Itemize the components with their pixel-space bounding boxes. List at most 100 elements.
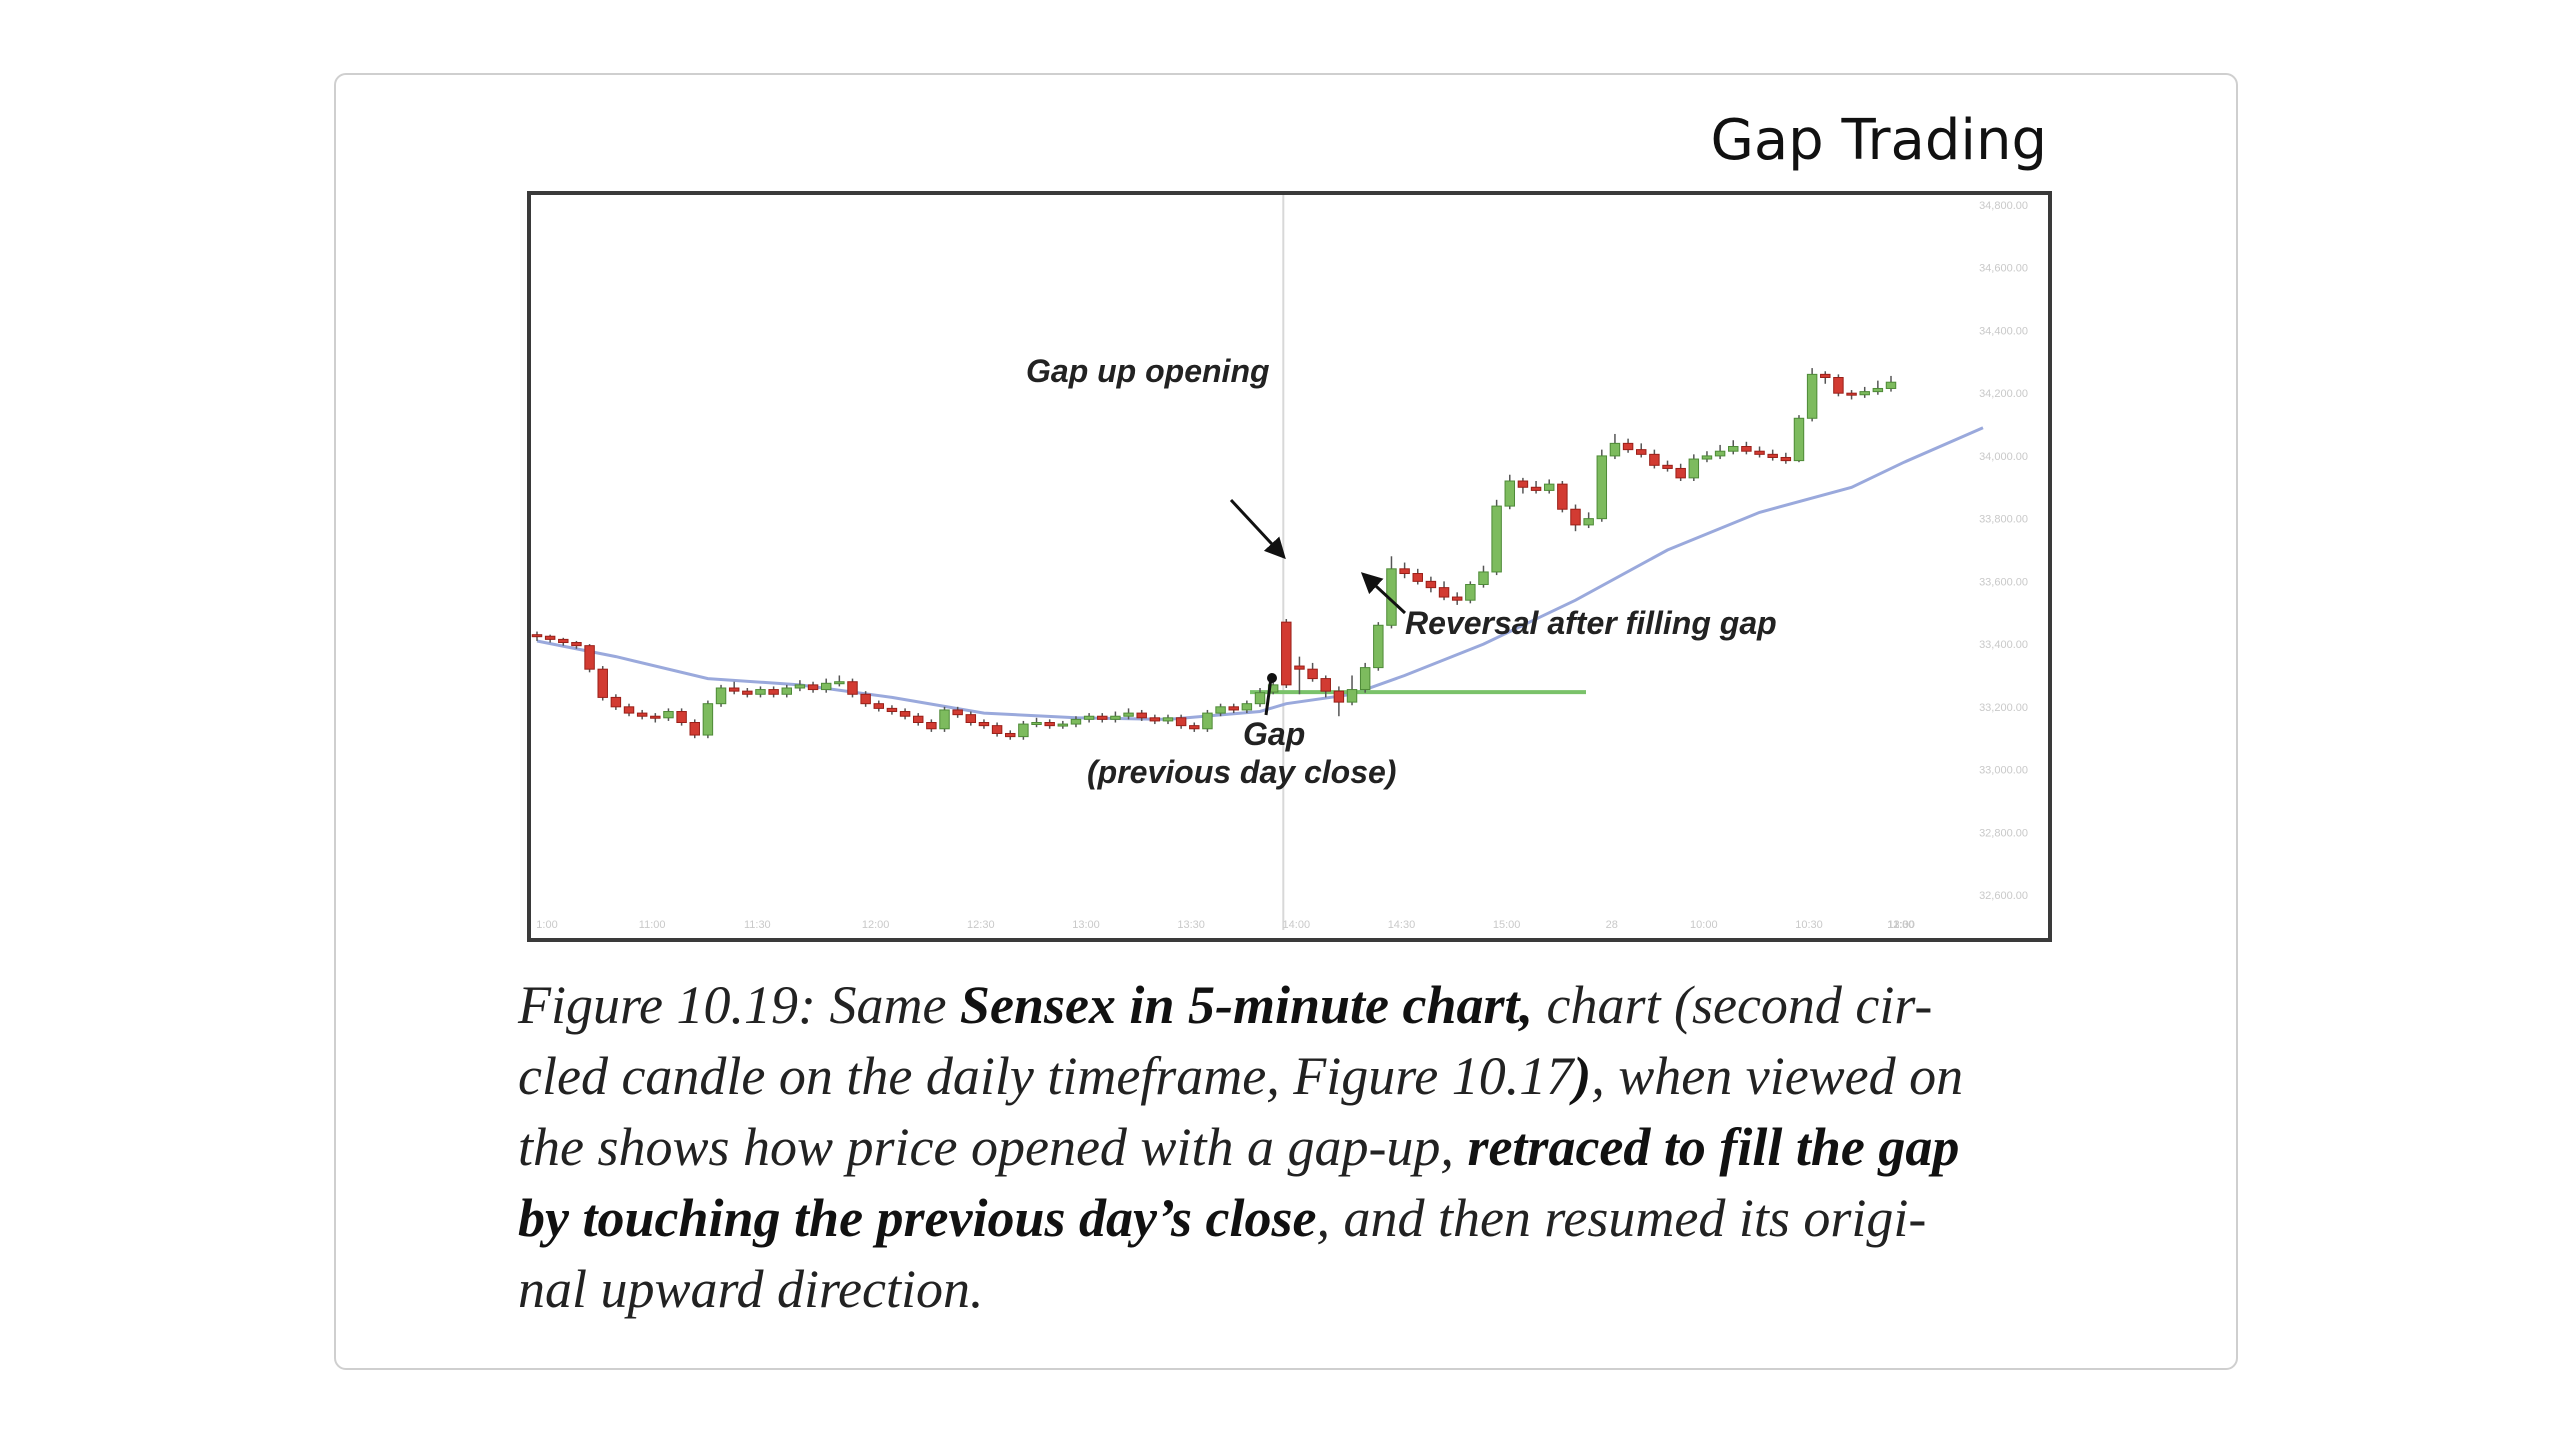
candle-up-body xyxy=(1254,692,1266,705)
x-tick-label: 1:00 xyxy=(536,919,557,931)
candle xyxy=(1872,380,1884,395)
candle-up-body xyxy=(1018,723,1029,738)
candle xyxy=(1307,662,1318,682)
annotation-gap-sublabel: (previous day close) xyxy=(1087,754,1396,790)
caption-bold-1: Sensex in 5-minute chart, xyxy=(959,975,1534,1035)
candle xyxy=(912,713,924,726)
moving-average-line xyxy=(536,426,1984,721)
candle xyxy=(1465,581,1476,604)
candle-down-body xyxy=(991,725,1003,734)
candle xyxy=(1294,656,1305,695)
candle-down-body xyxy=(650,715,661,719)
candle-up-body xyxy=(1465,584,1476,601)
candle-down-body xyxy=(807,684,819,691)
candle-up-body xyxy=(820,682,832,691)
candle xyxy=(1057,720,1069,729)
candle-down-body xyxy=(1675,467,1686,479)
slide-title: Gap Trading xyxy=(1710,108,2047,173)
candle xyxy=(1728,440,1739,455)
candle xyxy=(1136,709,1147,721)
candle xyxy=(1228,703,1239,714)
candle xyxy=(636,709,648,720)
caption-line-4: by touching the previous day’s close, an… xyxy=(518,1188,1927,1248)
candle xyxy=(1373,622,1384,671)
candle-up-body xyxy=(1504,480,1516,507)
candle xyxy=(978,719,990,729)
candle xyxy=(1438,581,1450,601)
candle-down-body xyxy=(926,722,937,730)
x-tick-label: 12:00 xyxy=(1887,919,1915,931)
candle xyxy=(860,691,871,707)
candle-up-body xyxy=(1057,723,1069,727)
caption-bold-2: retraced to fill the gap xyxy=(1467,1117,1960,1177)
x-tick-label: 13:00 xyxy=(1072,919,1100,931)
candle xyxy=(820,678,832,693)
candle xyxy=(1018,720,1029,740)
candle-down-body xyxy=(1622,442,1634,451)
annotations: Gap up opening Reversal after filling ga… xyxy=(1026,353,1777,790)
x-tick-label: 12:30 xyxy=(967,919,995,931)
candle-up-body xyxy=(939,709,950,730)
candle-up-body xyxy=(781,687,792,695)
candle-up-body xyxy=(794,684,806,689)
candle-down-body xyxy=(1425,580,1437,589)
candlestick-chart: 34,800.00 34,600.00 34,400.00 34,200.00 34,0… xyxy=(527,191,2052,942)
candle xyxy=(1543,479,1555,494)
candle xyxy=(1636,443,1647,458)
candle xyxy=(1044,719,1055,729)
candle-up-body xyxy=(1885,381,1897,389)
candle-up-body xyxy=(1031,722,1042,725)
candle-down-body xyxy=(1005,732,1016,738)
candle-down-body xyxy=(965,714,977,724)
candle xyxy=(926,719,937,732)
candle xyxy=(1005,730,1016,740)
candle xyxy=(1688,454,1700,481)
candle xyxy=(702,700,714,739)
candle-down-body xyxy=(886,707,898,713)
annotation-gap-label: Gap xyxy=(1243,716,1305,752)
caption-line-3: the shows how price opened with a gap-up… xyxy=(518,1117,1960,1177)
candle xyxy=(1609,433,1621,460)
candle-down-body xyxy=(558,638,569,644)
candle xyxy=(1399,562,1410,579)
candle xyxy=(544,634,556,643)
candle-down-body xyxy=(1149,717,1161,722)
candle-down-body xyxy=(1097,715,1108,720)
x-tick-label: 11:00 xyxy=(1888,919,1915,931)
candle-down-body xyxy=(1517,480,1529,488)
x-tick-label: 14:00 xyxy=(1283,919,1311,931)
caption-line-1: Figure 10.19: Same Sensex in 5-minute ch… xyxy=(518,975,1933,1035)
candle-down-body xyxy=(571,642,582,647)
candle xyxy=(899,708,911,720)
x-tick-label: 15:00 xyxy=(1493,919,1521,931)
candle xyxy=(1281,619,1292,688)
candle xyxy=(1701,451,1713,463)
x-tick-label: 12:30 xyxy=(1887,919,1915,931)
candle xyxy=(571,640,582,649)
candle-up-body xyxy=(1162,717,1174,722)
candle-down-body xyxy=(742,690,753,695)
candle-down-body xyxy=(768,689,779,695)
y-tick-label: 33,800.00 xyxy=(1979,514,2028,526)
candle xyxy=(1412,568,1423,585)
x-tick-label: 28 xyxy=(1606,919,1618,931)
candle-up-body xyxy=(1701,455,1713,460)
candle-down-body xyxy=(689,722,700,736)
candle-down-body xyxy=(1136,712,1147,719)
chart-canvas: 34,800.00 34,600.00 34,400.00 34,200.00 34,0… xyxy=(531,195,2028,931)
candle-down-body xyxy=(1451,596,1463,601)
candle-down-body xyxy=(1333,690,1345,703)
candle-up-body xyxy=(1070,718,1082,725)
candle-down-body xyxy=(623,706,635,714)
candle-down-body xyxy=(1189,725,1200,730)
y-tick-label: 34,800.00 xyxy=(1979,200,2028,212)
candle xyxy=(1885,375,1897,392)
candle xyxy=(1859,386,1870,398)
x-tick-label: 14:30 xyxy=(1388,919,1416,931)
candle xyxy=(1583,512,1594,529)
candle xyxy=(663,708,674,721)
candle-down-body xyxy=(873,703,885,709)
candle-down-body xyxy=(860,693,871,705)
candle xyxy=(1675,463,1686,481)
candle-down-body xyxy=(1320,678,1331,692)
